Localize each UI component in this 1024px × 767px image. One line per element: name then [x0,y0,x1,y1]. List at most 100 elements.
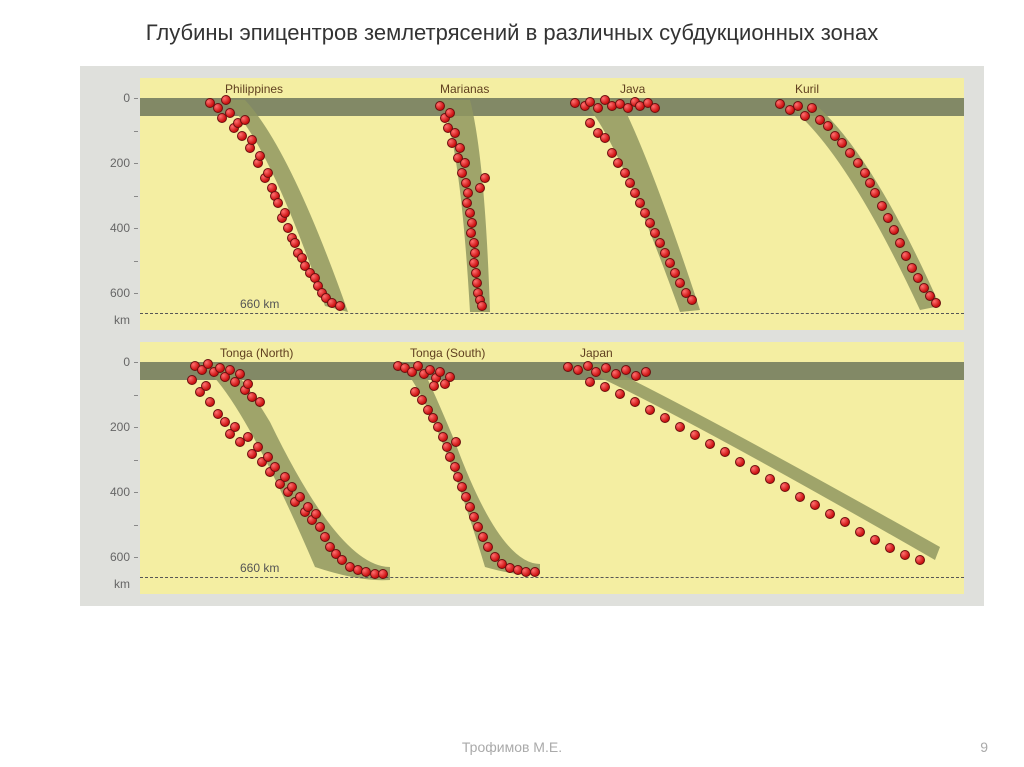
panel-bottom: 0200400600km660 kmTonga (North)Tonga (So… [140,342,964,594]
earthquake-dot [800,111,810,121]
earthquake-dot [240,115,250,125]
earthquake-dot [433,422,443,432]
earthquake-dot [283,223,293,233]
earthquake-dot [795,492,805,502]
earthquake-dot [469,238,479,248]
earthquake-dot [895,238,905,248]
earthquake-dot [247,135,257,145]
earthquake-dot [640,208,650,218]
earthquake-dot [263,452,273,462]
earthquake-dot [600,382,610,392]
y-unit: km [114,313,130,327]
earthquake-dot [273,198,283,208]
earthquake-dot [611,369,621,379]
earthquake-dot [900,550,910,560]
earthquake-dot [931,298,941,308]
earthquake-dot [243,379,253,389]
earthquake-dot [311,509,321,519]
earthquake-dot [765,474,775,484]
chart-container: 0200400600km660 kmPhilippinesMarianasJav… [80,66,984,606]
earthquake-dot [457,482,467,492]
y-tick-label: 400 [110,221,130,235]
earthquake-dot [315,522,325,532]
y-tick [134,557,138,558]
earthquake-dot [213,103,223,113]
earthquake-dot [220,417,230,427]
earthquake-dot [670,268,680,278]
earthquake-dot [750,465,760,475]
earthquake-dot [660,248,670,258]
earthquake-dot [907,263,917,273]
earthquake-dot [457,168,467,178]
earthquake-dot [472,278,482,288]
earthquake-dot [235,369,245,379]
earthquake-dot [655,238,665,248]
zone-label: Japan [580,346,613,360]
earthquake-dot [460,158,470,168]
earthquake-dot [455,143,465,153]
earthquake-dot [615,389,625,399]
earthquake-dot [450,128,460,138]
earthquake-dot [635,198,645,208]
y-tick-label: 200 [110,420,130,434]
earthquake-dot [445,452,455,462]
earthquake-dot [650,228,660,238]
earthquake-dot [601,363,611,373]
earthquake-dot [665,258,675,268]
earthquake-dot [435,367,445,377]
earthquake-dot [675,422,685,432]
earthquake-dot [825,509,835,519]
earthquake-dot [445,372,455,382]
earthquake-dot [451,437,461,447]
earthquake-dot [270,462,280,472]
earthquake-dot [889,225,899,235]
y-tick-label: 200 [110,156,130,170]
zone-label: Philippines [225,82,283,96]
earthquake-dot [840,517,850,527]
page-number: 9 [980,739,988,755]
earthquake-dot [585,377,595,387]
earthquake-dot [201,381,211,391]
earthquake-dot [483,542,493,552]
earthquake-dot [471,268,481,278]
earthquake-dot [280,472,290,482]
zone-label: Tonga (South) [410,346,485,360]
earthquake-dot [600,133,610,143]
earthquake-dot [860,168,870,178]
earthquake-dot [417,395,427,405]
earthquake-dot [237,131,247,141]
earthquake-dot [870,535,880,545]
earthquake-dot [465,208,475,218]
subduction-slab [200,364,390,580]
earthquake-dot [530,567,540,577]
earthquake-dot [810,500,820,510]
earthquake-dot [650,103,660,113]
earthquake-dot [720,447,730,457]
earthquake-dot [225,108,235,118]
earthquake-dot [807,103,817,113]
earthquake-dot [335,301,345,311]
earthquake-dot [853,158,863,168]
earthquake-dot [445,108,455,118]
earthquake-dot [585,118,595,128]
y-tick [134,98,138,99]
earthquake-dot [877,201,887,211]
earthquake-dot [705,439,715,449]
y-tick [134,427,138,428]
depth-660-line [140,577,964,578]
earthquake-dot [290,238,300,248]
earthquake-dot [591,367,601,377]
earthquake-dot [255,151,265,161]
zone-label: Java [620,82,645,96]
earthquake-dot [883,213,893,223]
earthquake-dot [915,555,925,565]
earthquake-dot [429,381,439,391]
depth-660-line [140,313,964,314]
surface-band [140,362,964,380]
y-tick-minor [134,131,138,132]
earthquake-dot [775,99,785,109]
earthquake-dot [287,482,297,492]
earthquake-dot [435,101,445,111]
earthquake-dot [675,278,685,288]
earthquake-dot [320,532,330,542]
